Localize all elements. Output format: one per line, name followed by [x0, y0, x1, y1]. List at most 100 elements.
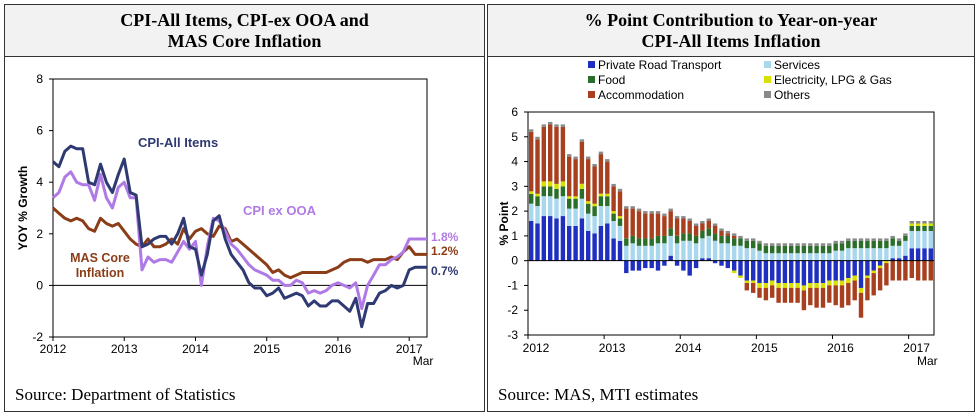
bar-segment [903, 240, 908, 256]
bar-segment [636, 211, 642, 239]
bar-segment [712, 240, 718, 261]
bar-segment [789, 283, 794, 288]
bar-segment [808, 260, 813, 283]
bar-segment [757, 260, 762, 283]
bar-segment [795, 283, 800, 288]
bar-segment [763, 283, 769, 288]
bar-segment [751, 280, 756, 283]
right-title-line2: CPI-All Items Inflation [641, 31, 821, 51]
bar-segment [592, 164, 597, 167]
bar-segment [896, 238, 902, 241]
legend-swatch [588, 91, 595, 98]
bar-segment [535, 206, 540, 224]
bar-segment [573, 198, 578, 209]
bar-segment [655, 213, 661, 236]
series-name-label: CPI-All Items [138, 135, 218, 150]
y-tick-label: -1 [507, 278, 518, 292]
legend-swatch [588, 61, 595, 68]
bar-segment [617, 191, 623, 217]
legend-swatch [764, 61, 771, 68]
bar-segment [782, 253, 788, 261]
bar-segment [820, 287, 826, 308]
bar-segment [896, 240, 902, 246]
bar-segment [757, 240, 762, 244]
bar-segment [846, 283, 851, 306]
bar-segment [858, 287, 864, 293]
bar-segment [871, 248, 876, 261]
bar-segment [922, 221, 927, 224]
bar-segment [928, 230, 933, 249]
y-tick-label: 4 [36, 175, 43, 189]
bar-segment [782, 283, 788, 288]
bar-segment [630, 208, 635, 236]
left-source: Source: Department of Statistics [15, 385, 236, 404]
bar-segment [839, 240, 845, 244]
bar-segment [789, 253, 794, 261]
bar-segment [928, 221, 933, 224]
bar-segment [814, 287, 819, 308]
bar-segment [789, 245, 794, 254]
bar-segment [801, 290, 807, 311]
bar-segment [776, 243, 781, 246]
series-line-1 [52, 170, 427, 311]
bar-segment [712, 260, 718, 264]
bar-segment [719, 230, 724, 236]
bar-segment [776, 260, 781, 283]
bar-segment [592, 203, 597, 207]
bar-segment [592, 233, 597, 261]
y-tick-label: -2 [32, 330, 43, 344]
legend-label: Services [774, 58, 820, 72]
y-tick-label: 3 [511, 179, 518, 193]
bar-segment [808, 253, 813, 261]
bar-segment [554, 188, 559, 199]
bar-segment [624, 260, 629, 274]
bar-segment [744, 248, 749, 261]
bar-segment [706, 221, 711, 229]
bar-segment [757, 283, 762, 288]
bar-segment [598, 154, 604, 194]
bar-segment [554, 124, 559, 127]
bar-segment [890, 235, 895, 239]
bar-segment [529, 221, 534, 261]
bar-segment [649, 260, 654, 269]
bar-segment [541, 196, 546, 216]
end-value-label: 1.2% [431, 244, 459, 258]
x-tick-label: 2017 [396, 342, 423, 356]
bar-segment [636, 208, 642, 212]
bar-segment [922, 230, 927, 249]
bar-segment [884, 248, 889, 261]
bar-segment [795, 243, 800, 246]
bar-segment [662, 216, 667, 236]
bar-segment [801, 243, 807, 246]
bar-segment [567, 196, 572, 199]
bar-segment [541, 181, 546, 187]
y-tick-label: 4 [511, 155, 518, 169]
bar-segment [890, 245, 895, 259]
bar-segment [833, 260, 838, 281]
bar-segment [820, 243, 826, 246]
bar-segment [687, 260, 692, 276]
bar-segment [712, 226, 718, 234]
bar-segment [611, 213, 616, 221]
bar-segment [871, 270, 876, 274]
series-line-0 [52, 144, 427, 329]
plot-area [527, 111, 935, 336]
bar-segment [808, 287, 813, 306]
bar-segment [548, 121, 553, 125]
stacked-bar-chart: Private Road Transport Services Food Electr… [497, 58, 938, 368]
bar-segment [915, 226, 921, 231]
bar-segment [605, 196, 610, 207]
bar-segment [744, 260, 749, 281]
bar-segment [649, 211, 654, 214]
bar-segment [668, 208, 673, 212]
bar-segment [700, 258, 705, 261]
bar-segment [909, 260, 914, 278]
bar-segment [738, 235, 743, 239]
legend-swatch [764, 76, 771, 83]
bar-segment [541, 126, 546, 182]
y-tick-label: 8 [36, 72, 43, 86]
legend-label: Private Road Transport [598, 58, 722, 72]
bar-segment [858, 260, 864, 288]
bar-segment [529, 203, 534, 221]
